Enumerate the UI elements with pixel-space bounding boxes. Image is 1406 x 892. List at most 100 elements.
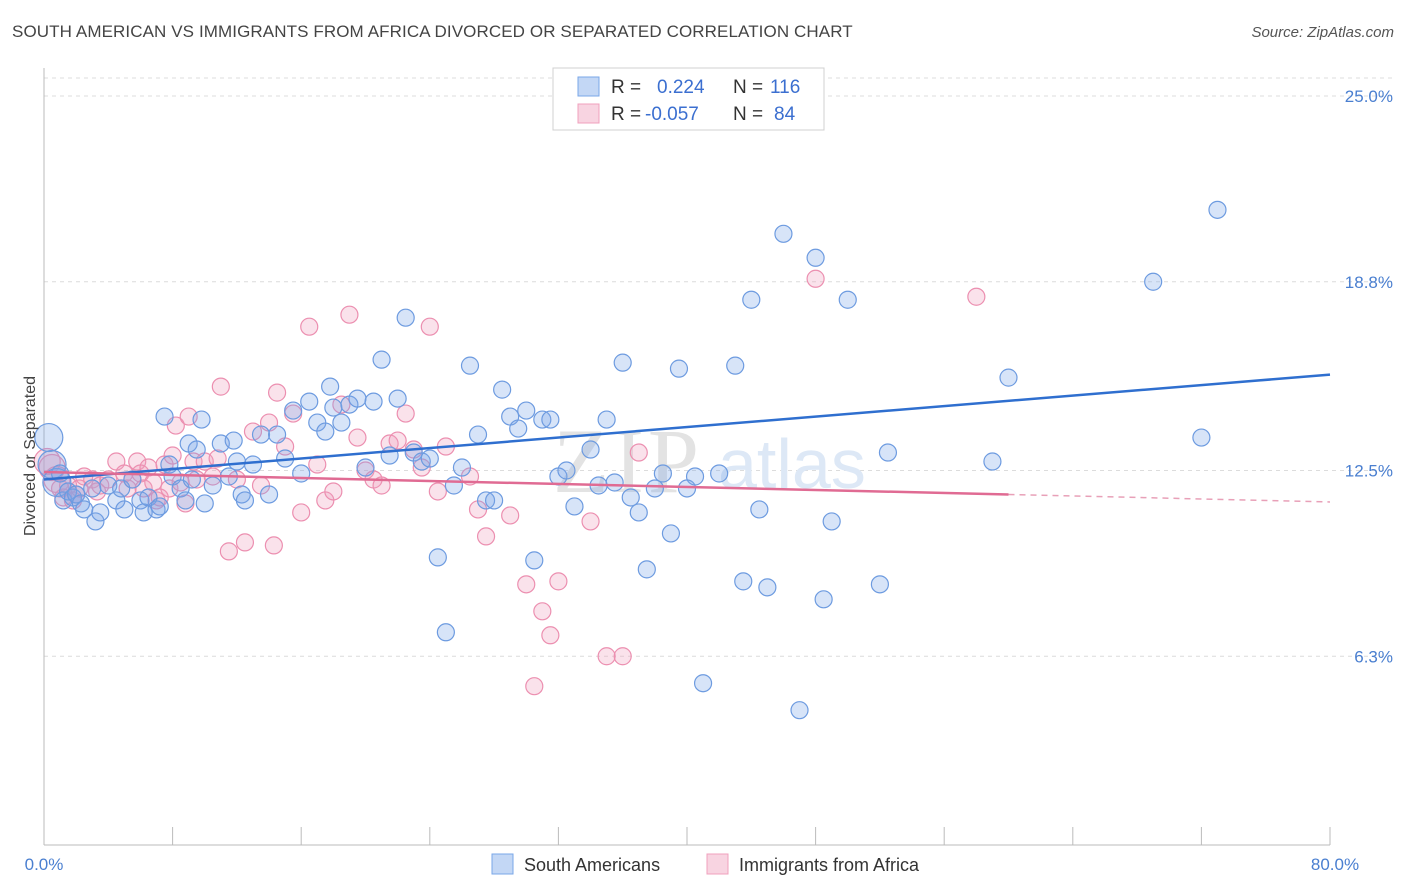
point-south-american-91 bbox=[653, 464, 672, 483]
point-south-american-65 bbox=[436, 623, 455, 642]
trend-line-south-americans bbox=[43, 373, 1331, 481]
point-africa-52 bbox=[324, 482, 343, 501]
point-africa-64 bbox=[420, 317, 439, 336]
point-south-american-41 bbox=[251, 425, 271, 444]
point-south-american-63 bbox=[420, 449, 439, 468]
point-africa-77 bbox=[597, 647, 616, 666]
point-south-american-107 bbox=[822, 512, 841, 531]
point-africa-61 bbox=[396, 404, 415, 423]
point-south-american-104 bbox=[790, 701, 809, 720]
point-south-american-47 bbox=[300, 392, 319, 411]
point-south-american-16 bbox=[115, 500, 134, 519]
point-south-american-95 bbox=[685, 467, 705, 486]
point-south-american-21 bbox=[147, 500, 166, 519]
point-south-american-27 bbox=[176, 491, 195, 510]
legend-swatch-pink bbox=[577, 103, 600, 124]
point-south-american-114 bbox=[1192, 428, 1211, 447]
point-south-american-78 bbox=[541, 410, 560, 429]
point-south-american-97 bbox=[710, 464, 729, 483]
point-south-american-80 bbox=[557, 461, 576, 480]
point-south-american-71 bbox=[485, 491, 504, 510]
point-africa-18 bbox=[128, 452, 147, 471]
series-immigrants-from-africa bbox=[33, 269, 986, 696]
point-south-american-82 bbox=[581, 440, 600, 459]
point-africa-69 bbox=[476, 527, 496, 546]
point-south-american-115 bbox=[1208, 200, 1227, 219]
point-south-american-10 bbox=[83, 479, 102, 498]
point-south-american-55 bbox=[356, 458, 375, 477]
point-south-american-101 bbox=[750, 500, 769, 519]
point-africa-55 bbox=[348, 428, 367, 447]
point-south-american-98 bbox=[726, 356, 745, 375]
legend-r-value-1: 0.224 bbox=[657, 77, 705, 98]
legend-n-label-1: N = bbox=[733, 77, 763, 98]
point-africa-45 bbox=[267, 383, 287, 402]
point-south-american-39 bbox=[235, 491, 255, 510]
point-south-american-42 bbox=[259, 485, 279, 504]
bottom-legend-south-americans: South Americans bbox=[524, 855, 660, 875]
point-south-american-45 bbox=[284, 401, 303, 420]
point-africa-38 bbox=[219, 542, 238, 561]
chart-source: Source: ZipAtlas.com bbox=[1251, 24, 1394, 41]
point-south-american-31 bbox=[192, 410, 211, 429]
point-south-american-100 bbox=[742, 290, 761, 309]
point-africa-54 bbox=[340, 305, 359, 324]
bottom-legend-swatch-blue bbox=[491, 853, 514, 875]
point-south-american-111 bbox=[983, 452, 1002, 471]
point-africa-58 bbox=[372, 476, 391, 495]
legend-n-label-2: N = bbox=[733, 104, 763, 125]
gridlines bbox=[44, 77, 1392, 657]
point-south-american-99 bbox=[734, 572, 753, 591]
point-south-american-106 bbox=[814, 590, 833, 609]
point-africa-48 bbox=[292, 503, 311, 522]
y-tick-label-2: 18.8% bbox=[1345, 273, 1393, 292]
y-tick-labels: 6.3% 12.5% 18.8% 25.0% bbox=[1345, 87, 1393, 666]
y-tick-label-0: 6.3% bbox=[1354, 647, 1393, 666]
point-south-american-23 bbox=[155, 407, 174, 426]
point-africa-76 bbox=[581, 512, 600, 531]
point-south-american-30 bbox=[187, 440, 206, 459]
point-south-american-64 bbox=[428, 548, 447, 567]
legend-r-value-2: -0.057 bbox=[645, 104, 699, 125]
point-south-american-66 bbox=[444, 476, 464, 495]
legend-swatch-blue bbox=[577, 76, 600, 97]
legend-r-label-1: R = bbox=[611, 77, 641, 98]
point-south-american-89 bbox=[637, 560, 656, 579]
y-tick-label-1: 12.5% bbox=[1345, 462, 1393, 481]
point-south-american-57 bbox=[372, 350, 391, 369]
y-tick-label-3: 25.0% bbox=[1345, 87, 1393, 106]
trend-line-immigrants-from-africa bbox=[43, 470, 1009, 496]
point-south-american-22 bbox=[150, 497, 169, 516]
point-south-american-11 bbox=[86, 512, 105, 531]
point-south-american-33 bbox=[203, 476, 222, 495]
legend: R = 0.224 N = 116 R = -0.057 N = 84 bbox=[552, 67, 825, 131]
point-south-american-29 bbox=[182, 470, 201, 489]
legend-n-value-2: 84 bbox=[774, 104, 796, 125]
point-south-american-43 bbox=[267, 425, 287, 444]
trend-line-immigrants-from-africa-extrapolated bbox=[1008, 493, 1331, 503]
x-tick-label-1: 80.0% bbox=[1311, 855, 1359, 874]
point-africa-79 bbox=[629, 443, 648, 462]
point-south-american-69 bbox=[468, 425, 488, 444]
point-south-american-56 bbox=[364, 392, 383, 411]
point-africa-80 bbox=[806, 269, 825, 288]
point-south-american-52 bbox=[332, 413, 351, 432]
y-axis-label: Divorced or Separated bbox=[22, 376, 39, 536]
axes bbox=[43, 68, 1331, 846]
point-africa-81 bbox=[967, 287, 986, 306]
point-south-american-74 bbox=[509, 419, 528, 438]
point-south-american-105 bbox=[806, 248, 825, 267]
point-south-american-88 bbox=[629, 503, 648, 522]
point-africa-73 bbox=[533, 602, 552, 621]
point-south-american-12 bbox=[91, 503, 110, 522]
point-africa-71 bbox=[517, 575, 536, 594]
point-africa-36 bbox=[208, 449, 227, 468]
point-south-american-7 bbox=[67, 485, 86, 504]
bottom-legend: South Americans Immigrants from Africa bbox=[491, 853, 920, 875]
point-south-american-102 bbox=[758, 578, 777, 597]
point-africa-72 bbox=[525, 677, 544, 696]
point-south-american-46 bbox=[292, 464, 311, 483]
point-south-american-32 bbox=[195, 494, 214, 513]
point-south-american-81 bbox=[565, 497, 584, 516]
point-south-american-49 bbox=[316, 422, 335, 441]
